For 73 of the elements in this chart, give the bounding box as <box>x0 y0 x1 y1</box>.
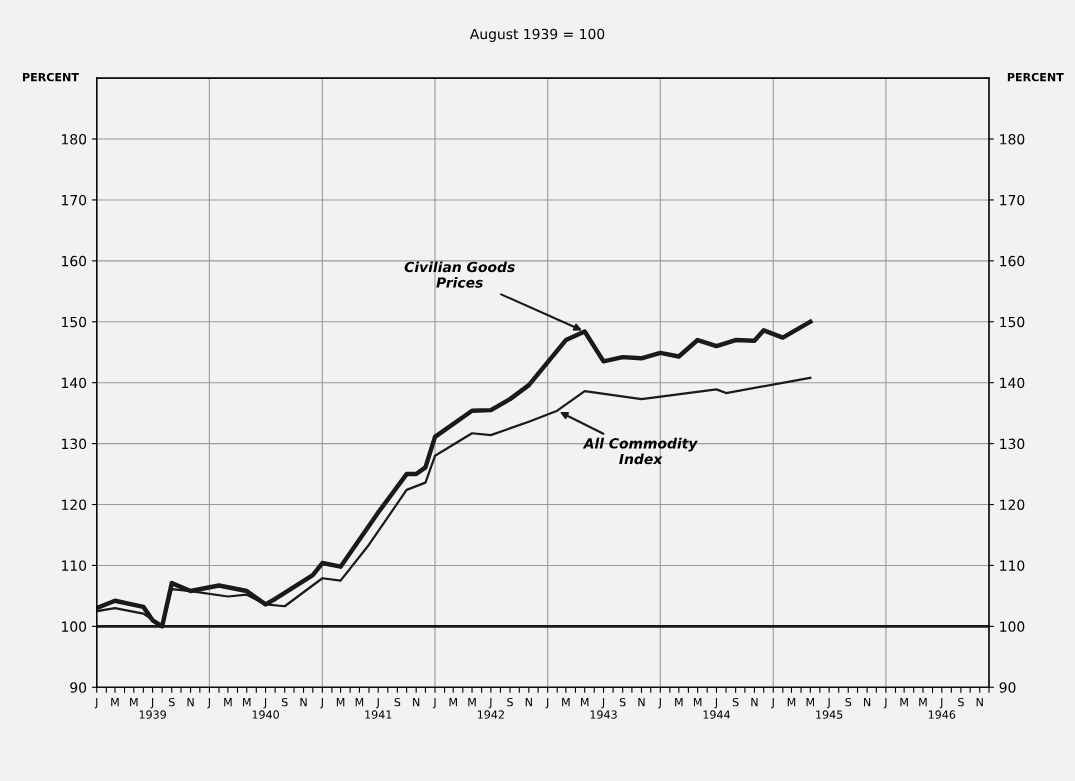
x-tick-label: J <box>883 698 887 709</box>
x-tick-label: N <box>300 698 307 707</box>
x-tick-label: J <box>320 698 323 709</box>
x-tick-label: J 1943 <box>590 698 617 719</box>
y-tick-label: 140 <box>62 377 87 389</box>
x-tick-label: N <box>864 698 871 707</box>
x-tick-label: J <box>658 698 661 709</box>
annotation: All Commodity Index <box>582 437 698 465</box>
x-tick-label: N <box>187 698 194 707</box>
y2-tick-label: 170 <box>1000 194 1025 206</box>
chart-subtitle: August 1939 = 100 <box>469 28 605 42</box>
x-tick-label: M <box>806 698 815 707</box>
y2-tick-label: 180 <box>1000 133 1025 145</box>
y-tick-label: 110 <box>62 560 87 571</box>
y-tick-label: 120 <box>62 499 87 510</box>
x-tick-label: M <box>900 698 908 707</box>
x-tick-label: J 1946 <box>928 698 956 719</box>
x-tick-label: S <box>168 697 175 707</box>
x-tick-label: M <box>130 698 138 707</box>
y2-tick-label: 150 <box>1000 316 1025 328</box>
x-tick-label: S <box>394 697 401 707</box>
y2-tick-label: 140 <box>1000 377 1025 389</box>
x-tick-label: J <box>545 698 549 709</box>
x-tick-label: N <box>751 698 758 707</box>
x-tick-label: S <box>619 697 626 707</box>
x-tick-label: M <box>111 698 119 707</box>
x-tick-label: J 1939 <box>139 698 166 719</box>
x-tick-label: S <box>845 697 852 707</box>
y2-tick-label: 110 <box>1000 560 1025 571</box>
x-tick-label: J <box>94 698 98 709</box>
x-tick-label: M <box>693 698 702 707</box>
x-tick-label: M <box>355 698 364 707</box>
y2-tick-label: 160 <box>1000 255 1025 267</box>
x-tick-label: N <box>413 698 420 707</box>
x-tick-label: S <box>281 697 288 707</box>
x-tick-label: J 1941 <box>365 698 392 719</box>
x-tick-label: M <box>224 698 232 707</box>
y2-tick-label: 120 <box>1000 499 1025 510</box>
x-tick-label: M <box>919 698 927 707</box>
x-tick-label: M <box>336 698 345 707</box>
y-tick-label: 100 <box>62 621 87 632</box>
y-tick-label: 160 <box>62 255 87 267</box>
x-tick-label: N <box>976 698 983 707</box>
y-tick-label: 90 <box>70 682 87 693</box>
y2-tick-label: 90 <box>999 682 1016 693</box>
x-tick-label: J 1940 <box>252 698 279 719</box>
x-tick-label: M <box>468 698 476 707</box>
x-tick-label: N <box>638 698 645 707</box>
x-tick-label: J <box>207 698 210 709</box>
x-tick-label: J 1945 <box>816 698 843 719</box>
x-tick-label: J <box>771 698 774 709</box>
y-tick-label: 150 <box>62 316 87 328</box>
x-tick-label: M <box>787 698 796 707</box>
y-tick-label: 170 <box>62 194 87 206</box>
x-tick-label: S <box>507 697 513 707</box>
x-tick-label: J <box>432 698 436 709</box>
x-tick-label: J 1942 <box>477 698 504 719</box>
x-tick-label: S <box>732 697 739 707</box>
x-tick-label: J 1944 <box>703 698 730 719</box>
x-tick-label: M <box>243 698 251 707</box>
x-tick-label: M <box>562 698 570 707</box>
x-tick-label: M <box>449 698 457 707</box>
annotation: Civilian Goods Prices <box>404 261 515 288</box>
y2-tick-label: 100 <box>1000 621 1025 632</box>
y-tick-label: 180 <box>62 133 87 145</box>
x-tick-label: S <box>958 697 964 707</box>
y-axis-title: PERCENT <box>23 72 79 82</box>
x-tick-label: M <box>675 698 683 707</box>
x-tick-label: M <box>580 698 589 707</box>
y2-tick-label: 130 <box>1000 438 1025 450</box>
x-tick-label: N <box>525 698 532 707</box>
y2-axis-title: PERCENT <box>1007 72 1064 82</box>
y-tick-label: 130 <box>62 438 87 450</box>
